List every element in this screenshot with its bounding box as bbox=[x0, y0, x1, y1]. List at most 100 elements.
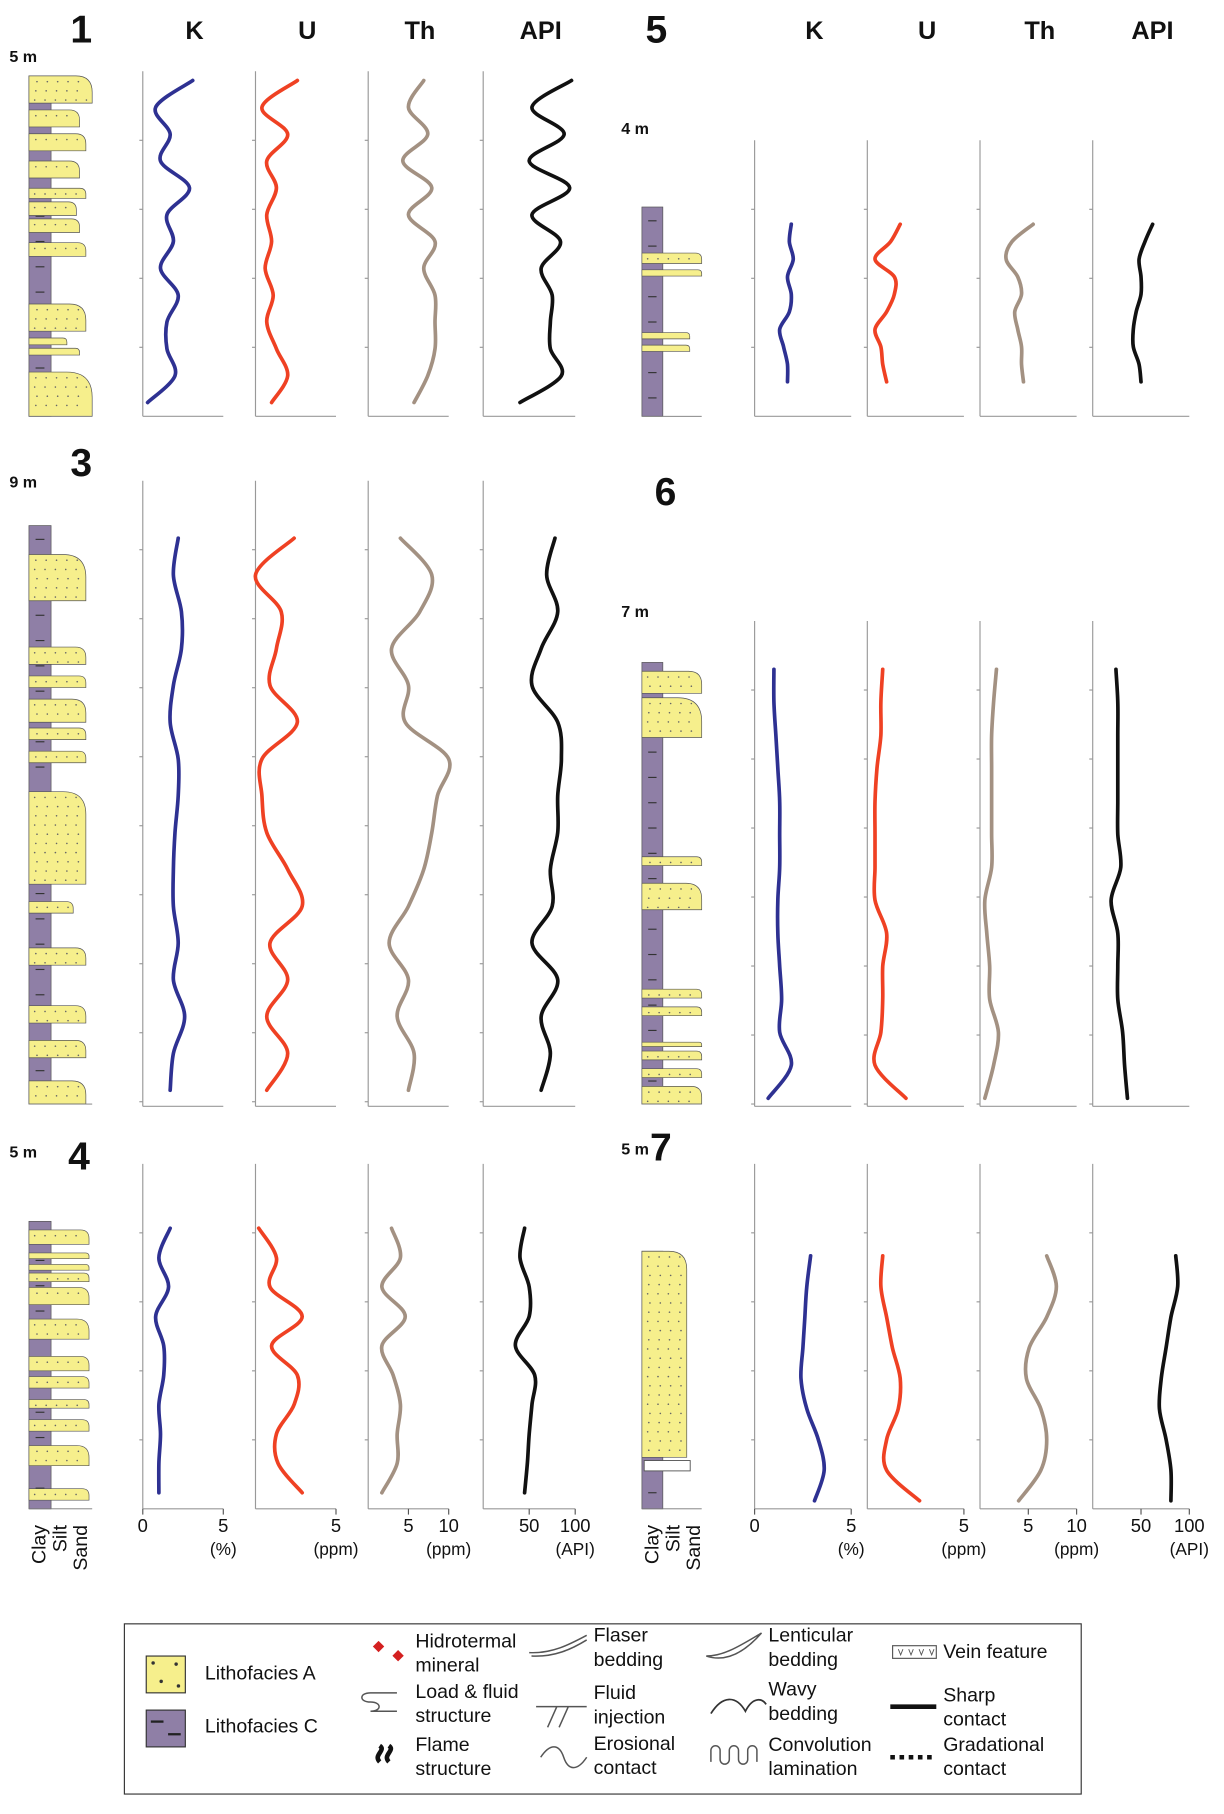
sand-dot bbox=[691, 730, 693, 732]
sand-dot bbox=[657, 258, 659, 260]
sand-dot bbox=[680, 888, 682, 890]
sand-dot bbox=[76, 1460, 78, 1462]
sand-dot bbox=[36, 1451, 38, 1453]
sand-dot bbox=[66, 815, 68, 817]
sand-dot bbox=[648, 1449, 650, 1451]
sand-dot bbox=[659, 1357, 661, 1359]
panel-number: 3 bbox=[70, 442, 92, 485]
sand-dot bbox=[66, 1460, 68, 1462]
lithology-sand bbox=[29, 1319, 89, 1339]
sand-dot bbox=[67, 907, 69, 909]
x-axis-unit: (ppm) bbox=[426, 1539, 471, 1559]
sand-dot bbox=[34, 1045, 36, 1047]
sand-dot bbox=[67, 733, 69, 735]
sand-dot bbox=[55, 596, 57, 598]
lithology-sand bbox=[29, 338, 67, 345]
sand-dot bbox=[34, 879, 36, 881]
panel-number: 4 bbox=[68, 1136, 90, 1179]
sand-dot bbox=[669, 1449, 671, 1451]
sand-dot bbox=[65, 193, 67, 195]
panel: 39 m bbox=[9, 442, 575, 1106]
sand-dot bbox=[678, 721, 680, 723]
track-header: Th bbox=[1024, 17, 1055, 45]
track-header: U bbox=[918, 17, 936, 45]
sand-dot bbox=[66, 681, 68, 683]
panel-number: 1 bbox=[70, 9, 92, 52]
sand-dot bbox=[647, 1431, 649, 1433]
sand-dot bbox=[47, 81, 49, 83]
sand-dot bbox=[659, 1302, 661, 1304]
sand-dot bbox=[67, 861, 69, 863]
sand-dot bbox=[36, 861, 38, 863]
lithology-sand bbox=[642, 1086, 702, 1104]
legend-symbol bbox=[146, 1710, 185, 1747]
sand-dot bbox=[65, 99, 67, 101]
sand-dot bbox=[67, 713, 69, 715]
sand-dot bbox=[78, 661, 80, 663]
sand-dot bbox=[658, 1422, 660, 1424]
sand-dot bbox=[57, 713, 59, 715]
sand-dot bbox=[678, 1403, 680, 1405]
sand-dot bbox=[659, 1385, 661, 1387]
sand-dot bbox=[57, 907, 59, 909]
vein-box bbox=[644, 1461, 690, 1471]
sand-dot bbox=[65, 386, 67, 388]
panel-number: 6 bbox=[655, 471, 677, 514]
sand-dot bbox=[55, 569, 57, 571]
sand-dot bbox=[658, 1012, 660, 1014]
sand-dot bbox=[45, 681, 47, 683]
sand-dot bbox=[56, 843, 58, 845]
legend-label: Wavy bbox=[768, 1679, 816, 1701]
sand-dot bbox=[36, 1020, 38, 1022]
sand-dot bbox=[45, 166, 47, 168]
lithology-sand bbox=[29, 219, 80, 233]
sand-dot bbox=[668, 1376, 670, 1378]
sand-dot bbox=[75, 824, 77, 826]
x-axis-unit: (ppm) bbox=[941, 1539, 986, 1559]
sand-dot bbox=[55, 99, 57, 101]
sand-dot bbox=[66, 377, 68, 379]
sand-dot bbox=[75, 1425, 77, 1427]
sand-dot bbox=[36, 309, 38, 311]
sand-dot bbox=[659, 888, 661, 890]
legend-label: contact bbox=[943, 1709, 1007, 1731]
sand-dot bbox=[78, 1278, 80, 1280]
sand-dot bbox=[658, 1256, 660, 1258]
sand-dot bbox=[66, 115, 68, 117]
sand-dot bbox=[47, 1361, 49, 1363]
sand-dot bbox=[679, 1284, 681, 1286]
sand-dot bbox=[669, 1394, 671, 1396]
sand-dot bbox=[689, 1091, 691, 1093]
sand-dot bbox=[44, 193, 46, 195]
x-tick-label: 50 bbox=[1131, 1515, 1151, 1536]
legend-label: injection bbox=[594, 1706, 666, 1728]
sand-dot bbox=[35, 115, 37, 117]
sand-dot bbox=[45, 587, 47, 589]
sand-dot bbox=[47, 1086, 49, 1088]
lithology-sand bbox=[642, 989, 702, 998]
track-header: K bbox=[185, 17, 204, 45]
sand-dot bbox=[36, 661, 38, 663]
sand-dot bbox=[56, 90, 58, 92]
sand-dot bbox=[34, 797, 36, 799]
legend-label: Lithofacies A bbox=[205, 1663, 316, 1685]
sand-dot bbox=[67, 1333, 69, 1335]
sand-dot bbox=[688, 721, 690, 723]
sand-dot bbox=[659, 1413, 661, 1415]
sand-dot bbox=[36, 833, 38, 835]
sand-dot bbox=[648, 994, 650, 996]
sand-dot bbox=[78, 309, 80, 311]
sand-dot bbox=[647, 1403, 649, 1405]
sand-dot bbox=[78, 81, 80, 83]
sand-dot bbox=[86, 99, 88, 101]
sand-dot bbox=[658, 712, 660, 714]
sand-dot bbox=[35, 1095, 37, 1097]
legend-label: Erosional bbox=[594, 1733, 676, 1755]
sand-dot bbox=[648, 1339, 650, 1341]
sand-dot bbox=[34, 193, 36, 195]
sand-dot bbox=[659, 703, 661, 705]
sand-dot bbox=[55, 1045, 57, 1047]
sand-dot bbox=[35, 1460, 37, 1462]
sand-dot bbox=[47, 1333, 49, 1335]
legend-label: structure bbox=[415, 1705, 491, 1727]
